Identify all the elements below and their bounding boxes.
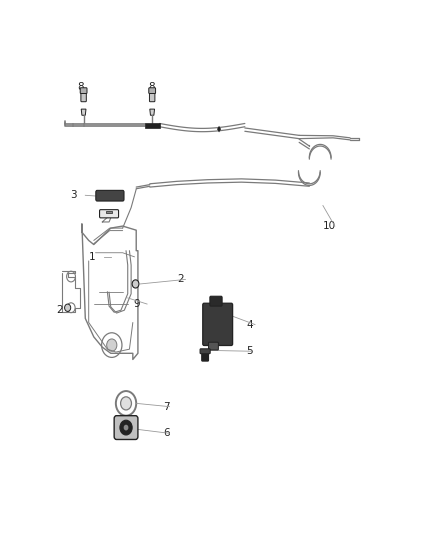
Text: 2: 2: [177, 274, 184, 285]
Circle shape: [64, 304, 71, 311]
FancyBboxPatch shape: [203, 303, 233, 345]
Text: 9: 9: [133, 299, 140, 309]
FancyBboxPatch shape: [114, 416, 138, 440]
Text: 4: 4: [247, 320, 253, 329]
FancyBboxPatch shape: [210, 296, 222, 306]
Bar: [145, 123, 159, 127]
Text: 10: 10: [323, 221, 336, 231]
Bar: [106, 211, 113, 213]
FancyBboxPatch shape: [149, 88, 155, 93]
Circle shape: [132, 280, 139, 288]
FancyBboxPatch shape: [80, 88, 87, 93]
Polygon shape: [150, 109, 155, 115]
FancyBboxPatch shape: [200, 349, 210, 354]
Text: 5: 5: [247, 346, 253, 356]
Polygon shape: [81, 109, 86, 115]
Circle shape: [124, 425, 128, 431]
Text: 8: 8: [77, 82, 84, 92]
Circle shape: [120, 420, 132, 435]
FancyBboxPatch shape: [208, 342, 219, 350]
FancyBboxPatch shape: [149, 91, 155, 102]
Text: 7: 7: [163, 402, 170, 411]
Text: 6: 6: [163, 429, 170, 438]
FancyBboxPatch shape: [81, 91, 86, 102]
FancyBboxPatch shape: [96, 190, 124, 201]
Text: 8: 8: [148, 82, 155, 92]
Text: 1: 1: [89, 252, 95, 262]
Polygon shape: [217, 126, 221, 132]
Circle shape: [107, 339, 117, 351]
FancyBboxPatch shape: [99, 209, 119, 218]
Circle shape: [120, 397, 131, 410]
Text: 2: 2: [57, 305, 63, 315]
Text: 3: 3: [70, 190, 77, 200]
FancyBboxPatch shape: [202, 350, 208, 361]
